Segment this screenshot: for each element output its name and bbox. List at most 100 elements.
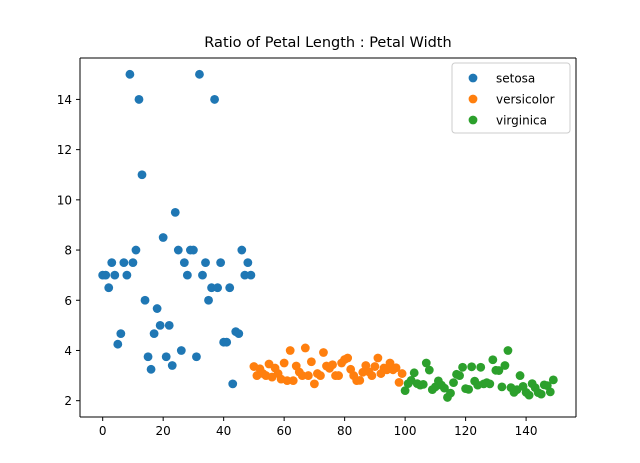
data-point-setosa (104, 283, 114, 293)
data-point-setosa (198, 270, 207, 280)
data-point-virginica (449, 378, 458, 388)
x-tick-label: 60 (277, 424, 292, 438)
data-point-setosa (195, 69, 204, 79)
data-point-setosa (243, 258, 253, 267)
y-tick-label: 12 (57, 143, 72, 157)
data-point-setosa (207, 283, 216, 293)
data-point-virginica (515, 371, 525, 380)
data-point-setosa (222, 337, 232, 347)
axes: 0 20 40 60 80 100 120 140 2 4 6 8 10 12 14 (57, 57, 577, 438)
data-point-virginica (524, 390, 534, 400)
data-point-versicolor (391, 363, 401, 373)
data-point-virginica (458, 362, 467, 372)
legend-frame (451, 62, 571, 134)
data-point-setosa (173, 245, 183, 255)
data-point-setosa (101, 270, 111, 280)
data-point-versicolor (316, 371, 325, 380)
data-point-versicolor (385, 358, 395, 368)
data-point-virginica (421, 358, 431, 368)
data-point-setosa (179, 258, 189, 267)
x-tick-label: 120 (454, 424, 477, 438)
y-tick-label: 10 (57, 193, 72, 207)
y-tick-label: 14 (57, 93, 72, 107)
data-point-setosa (107, 258, 117, 267)
series-versicolor (249, 343, 407, 389)
data-point-versicolor (288, 376, 298, 385)
data-point-versicolor (394, 377, 404, 387)
data-point-setosa (161, 352, 171, 362)
data-point-setosa (234, 329, 244, 339)
data-point-versicolor (319, 348, 328, 357)
legend-marker-virginica (468, 115, 478, 125)
data-point-setosa (113, 339, 123, 349)
data-point-versicolor (285, 346, 295, 355)
data-point-setosa (119, 258, 129, 267)
data-point-setosa (143, 352, 153, 362)
data-point-setosa (225, 283, 235, 293)
data-point-versicolor (343, 353, 353, 363)
data-point-setosa (134, 95, 144, 104)
data-point-versicolor (297, 371, 307, 380)
x-tick-label: 80 (337, 424, 352, 438)
legend-label-setosa: setosa (496, 72, 535, 86)
data-point-setosa (170, 208, 180, 217)
data-point-setosa (146, 364, 156, 374)
data-point-virginica (548, 375, 558, 385)
x-tick-label: 100 (394, 424, 417, 438)
data-point-setosa (155, 320, 165, 330)
data-point-setosa (237, 245, 247, 255)
data-point-virginica (400, 386, 410, 396)
x-tick-label: 20 (156, 424, 171, 438)
data-point-setosa (158, 233, 168, 242)
data-point-virginica (418, 379, 428, 389)
data-point-versicolor (306, 357, 316, 367)
legend-label-versicolor: versicolor (496, 93, 555, 107)
data-point-versicolor (303, 371, 313, 380)
data-point-virginica (488, 355, 498, 365)
data-point-virginica (446, 388, 455, 398)
data-point-setosa (149, 329, 159, 339)
chart-title: Ratio of Petal Length : Petal Width (204, 35, 451, 51)
data-point-setosa (189, 245, 198, 255)
data-point-virginica (536, 389, 546, 399)
legend-marker-setosa (468, 73, 478, 83)
data-point-virginica (494, 366, 504, 375)
data-point-setosa (182, 270, 192, 280)
data-point-setosa (246, 270, 256, 280)
data-point-setosa (167, 361, 177, 370)
y-tick-label: 2 (64, 394, 72, 408)
series-setosa (98, 69, 256, 389)
data-point-setosa (110, 270, 120, 280)
data-point-versicolor (355, 375, 365, 385)
data-point-virginica (467, 362, 477, 372)
data-point-setosa (125, 69, 135, 79)
legend-label-virginica: virginica (496, 114, 547, 128)
data-point-virginica (464, 384, 474, 394)
data-point-setosa (201, 258, 210, 267)
data-point-versicolor (370, 362, 380, 371)
data-point-virginica (503, 346, 513, 355)
data-point-setosa (140, 295, 150, 305)
data-point-setosa (131, 245, 141, 255)
x-tick-label: 0 (99, 424, 107, 438)
data-point-setosa (122, 270, 132, 280)
data-points (98, 69, 558, 402)
data-point-virginica (485, 379, 495, 389)
data-point-setosa (164, 320, 174, 330)
y-tick-label: 8 (64, 244, 72, 258)
data-point-setosa (240, 270, 250, 280)
data-point-versicolor (328, 360, 337, 370)
data-point-setosa (152, 304, 162, 313)
data-point-virginica (424, 365, 434, 375)
legend-marker-versicolor (468, 94, 478, 104)
data-point-versicolor (279, 358, 289, 368)
data-point-virginica (440, 383, 449, 393)
data-point-virginica (409, 368, 419, 378)
data-point-virginica (545, 387, 555, 397)
data-point-versicolor (282, 376, 292, 385)
data-point-versicolor (300, 343, 310, 353)
data-point-setosa (204, 295, 213, 305)
data-point-virginica (455, 371, 464, 380)
